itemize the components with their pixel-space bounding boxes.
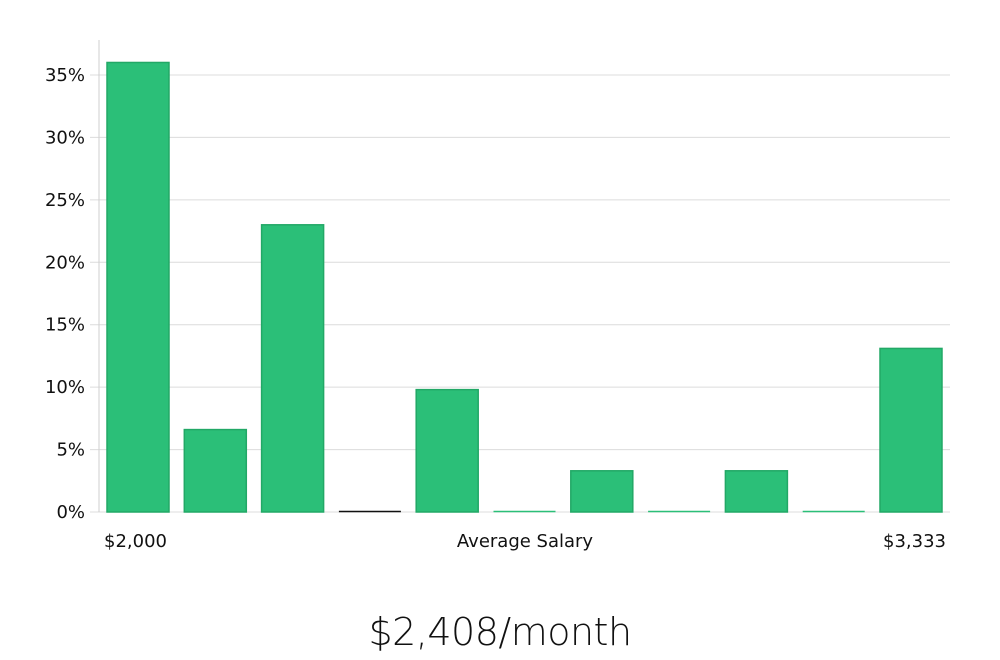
y-tick-labels: 0% 5% 10% 15% 20% 25% 30% 35% xyxy=(45,65,85,523)
bar xyxy=(879,347,943,513)
y-tick-label: 35% xyxy=(45,65,85,86)
bar xyxy=(183,428,248,513)
bar xyxy=(415,388,479,513)
y-tick-label: 30% xyxy=(45,127,85,148)
bar xyxy=(260,224,325,513)
bars xyxy=(106,61,943,513)
bar xyxy=(106,61,170,513)
x-tick-label-max: $3,333 xyxy=(883,531,946,552)
x-axis-title: Average Salary xyxy=(457,531,594,552)
x-tick-label-min: $2,000 xyxy=(104,531,167,552)
bar xyxy=(570,470,634,513)
salary-histogram: 0% 5% 10% 15% 20% 25% 30% 35% $2,000 Average Sa… xyxy=(45,40,950,552)
y-tick-label: 10% xyxy=(45,377,85,398)
bar xyxy=(724,470,789,513)
y-tick-label: 20% xyxy=(45,252,85,273)
y-tick-label: 0% xyxy=(56,502,85,523)
y-tick-label: 15% xyxy=(45,315,85,336)
y-tick-label: 5% xyxy=(56,440,85,461)
average-salary-summary: $2,408/month xyxy=(368,610,632,654)
y-tick-label: 25% xyxy=(45,190,85,211)
